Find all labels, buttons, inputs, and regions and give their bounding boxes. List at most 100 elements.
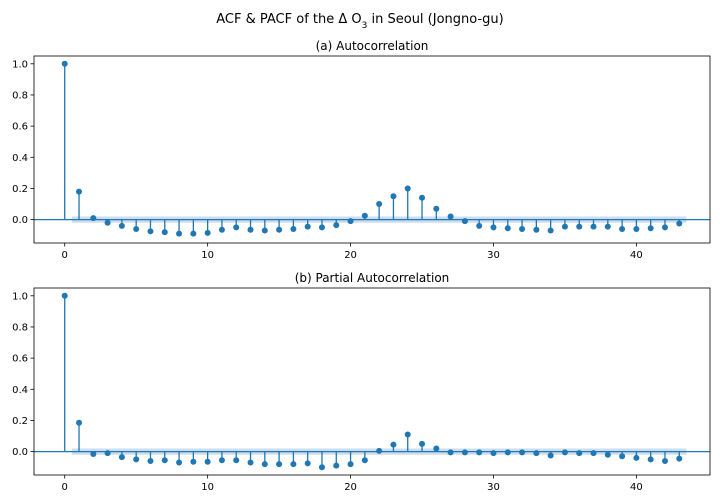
stem-marker	[604, 223, 611, 230]
stem-marker	[576, 223, 583, 230]
stem-marker	[318, 224, 325, 231]
stem-marker	[504, 449, 511, 456]
stem-marker	[433, 205, 440, 212]
stem-marker	[619, 225, 626, 232]
stem-marker	[161, 457, 168, 464]
stem-marker	[204, 229, 211, 236]
stem-marker	[533, 226, 540, 233]
stem-marker	[419, 440, 426, 447]
stem-marker	[376, 447, 383, 454]
x-tick-label: 30	[487, 482, 500, 493]
y-tick-label: 0.6	[12, 354, 28, 365]
stem-marker	[447, 449, 454, 456]
x-tick-label: 10	[201, 482, 214, 493]
stem-marker	[676, 220, 683, 227]
stem-marker	[176, 459, 183, 466]
stem-marker	[118, 454, 125, 461]
stem-marker	[461, 449, 468, 456]
stem-marker	[233, 457, 240, 464]
x-tick-label: 40	[630, 482, 643, 493]
stem-marker	[547, 452, 554, 459]
stem-marker	[76, 419, 83, 426]
stem-marker	[61, 292, 68, 299]
stem-marker	[218, 457, 225, 464]
stem-marker	[90, 450, 97, 457]
stem-marker	[290, 225, 297, 232]
stem-marker	[347, 461, 354, 468]
stem-marker	[376, 201, 383, 208]
stem-marker	[576, 450, 583, 457]
stem-marker	[261, 461, 268, 468]
stem-marker	[619, 453, 626, 460]
stem-marker	[533, 450, 540, 457]
x-tick-label: 20	[344, 250, 357, 261]
stem-marker	[133, 225, 140, 232]
stem-marker	[76, 188, 83, 195]
stem-marker	[333, 462, 340, 469]
stem-marker	[290, 461, 297, 468]
stem-marker	[261, 227, 268, 234]
x-tick-label: 10	[201, 250, 214, 261]
stem-marker	[133, 456, 140, 463]
stem-marker	[190, 230, 197, 237]
stem-marker	[104, 219, 111, 226]
y-tick-label: 0.6	[12, 122, 28, 133]
stem-marker	[661, 224, 668, 231]
stem-marker	[504, 225, 511, 232]
stem-marker	[318, 464, 325, 471]
y-tick-label: 0.0	[12, 447, 28, 458]
stem-marker	[233, 224, 240, 231]
stem-marker	[61, 60, 68, 67]
y-tick-label: 0.8	[12, 90, 28, 101]
stem-marker	[561, 449, 568, 456]
stem-marker	[333, 222, 340, 229]
stem-marker	[404, 185, 411, 192]
y-tick-label: 0.2	[12, 416, 28, 427]
stem-marker	[590, 450, 597, 457]
stem-marker	[419, 194, 426, 201]
stem-marker	[361, 212, 368, 219]
stem-marker	[390, 193, 397, 200]
stem-marker	[604, 451, 611, 458]
stem-marker	[361, 457, 368, 464]
stem-marker	[304, 460, 311, 467]
stem-marker	[647, 225, 654, 232]
chart-title: (a) Autocorrelation	[316, 39, 429, 53]
y-tick-label: 0.4	[12, 153, 28, 164]
stem-marker	[447, 213, 454, 220]
stem-marker	[676, 455, 683, 462]
y-tick-label: 0.2	[12, 184, 28, 195]
stem-marker	[147, 457, 154, 464]
x-tick-label: 40	[630, 250, 643, 261]
axes-frame	[33, 287, 711, 476]
stem-marker	[276, 461, 283, 468]
stem-marker	[633, 454, 640, 461]
stem-marker	[490, 450, 497, 457]
stem-marker	[647, 456, 654, 463]
stem-marker	[661, 457, 668, 464]
stem-marker	[490, 224, 497, 231]
stem-marker	[390, 441, 397, 448]
x-tick-label: 20	[344, 482, 357, 493]
stem-marker	[118, 222, 125, 229]
stem-marker	[104, 450, 111, 457]
stem-marker	[176, 230, 183, 237]
chart-panel-0: (a) Autocorrelation 0 10 20 30 40 0.0 0.2 0.4 0.6…	[12, 39, 711, 261]
stem-marker	[633, 225, 640, 232]
y-tick-label: 1.0	[12, 291, 28, 302]
y-tick-label: 1.0	[12, 59, 28, 70]
stem-marker	[147, 228, 154, 235]
stem-marker	[461, 218, 468, 225]
stem-marker	[247, 459, 254, 466]
x-tick-label: 0	[62, 482, 68, 493]
stem-marker	[404, 431, 411, 438]
y-tick-label: 0.4	[12, 385, 28, 396]
stem-marker	[190, 458, 197, 465]
stem-marker	[161, 229, 168, 236]
y-tick-label: 0.0	[12, 215, 28, 226]
stem-marker	[247, 226, 254, 233]
stem-marker	[347, 218, 354, 225]
stem-marker	[547, 227, 554, 234]
stem-marker	[90, 215, 97, 222]
